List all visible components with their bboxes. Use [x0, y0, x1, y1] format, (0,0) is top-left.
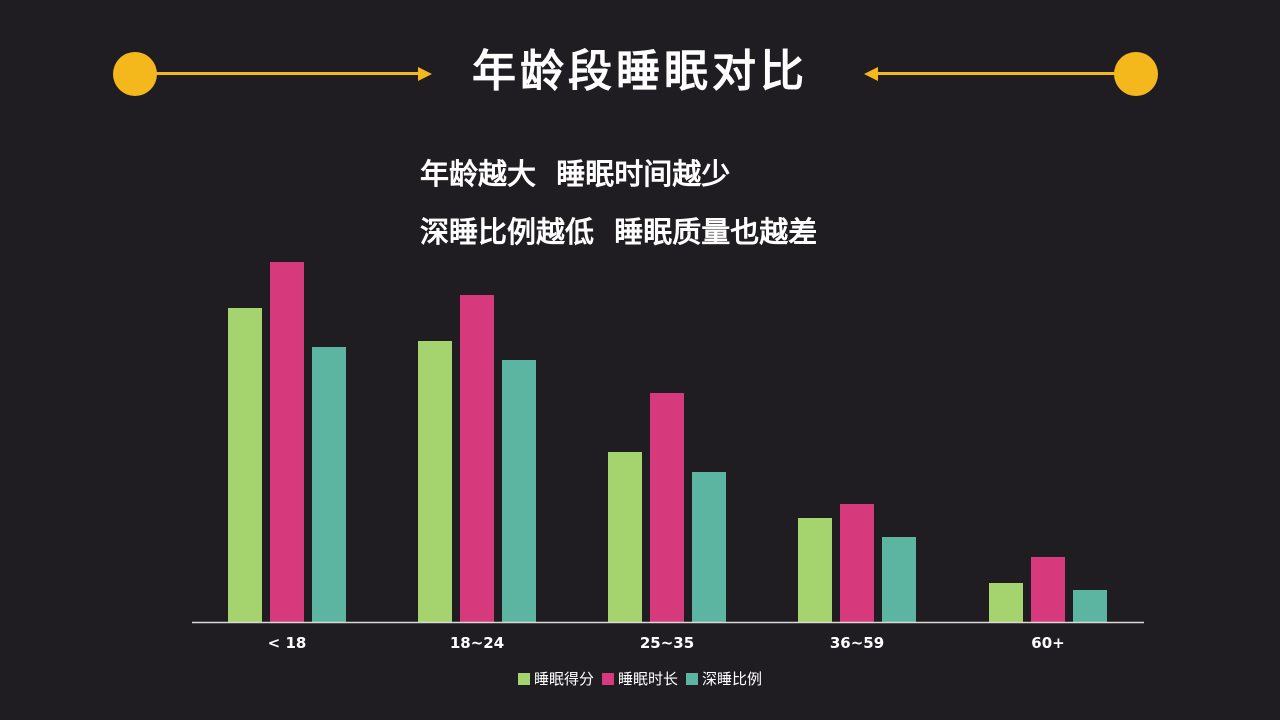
x-tick-label: 60+	[1031, 634, 1064, 652]
right-circle-icon	[1114, 52, 1158, 96]
legend-swatch-score	[517, 672, 530, 685]
x-tick-label: 25~35	[640, 634, 694, 652]
bar-duration-0	[270, 262, 304, 622]
bar-deep-3	[882, 537, 916, 622]
bar-score-1	[418, 341, 452, 622]
legend-label-duration: 睡眠时长	[617, 670, 678, 688]
arrow-left-icon	[864, 67, 878, 81]
bar-deep-4	[1073, 590, 1107, 622]
legend-item-deep: 深睡比例	[686, 668, 762, 689]
bar-score-2	[608, 452, 642, 622]
arrow-right-icon	[418, 67, 432, 81]
bar-duration-2	[650, 393, 684, 622]
x-tick-label: 18~24	[450, 634, 504, 652]
x-tick-label: < 18	[268, 634, 307, 652]
x-tick-label: 36~59	[830, 634, 884, 652]
left-connector-line	[150, 72, 420, 75]
legend-label-score: 睡眠得分	[533, 670, 594, 688]
bar-deep-0	[312, 347, 346, 622]
chart-legend: 睡眠得分 睡眠时长 深睡比例	[0, 668, 1280, 689]
left-circle-icon	[113, 52, 157, 96]
right-connector-line	[878, 72, 1120, 75]
bar-score-0	[228, 308, 262, 622]
legend-label-deep: 深睡比例	[702, 670, 763, 688]
bar-duration-4	[1031, 557, 1065, 622]
page-title: 年龄段睡眠对比	[472, 46, 808, 97]
bar-deep-2	[692, 472, 726, 622]
legend-item-duration: 睡眠时长	[601, 668, 678, 689]
bar-deep-1	[502, 360, 536, 622]
legend-swatch-deep	[686, 672, 698, 685]
bar-score-3	[798, 518, 832, 622]
subtitle-line-1: 年龄越大 睡眠时间越少	[420, 157, 731, 191]
legend-item-score: 睡眠得分	[517, 668, 594, 689]
bar-duration-3	[840, 504, 874, 622]
bar-score-4	[989, 583, 1023, 622]
bar-duration-1	[460, 295, 494, 622]
legend-swatch-duration	[601, 672, 614, 685]
subtitle-line-2: 深睡比例越低 睡眠质量也越差	[420, 215, 818, 249]
